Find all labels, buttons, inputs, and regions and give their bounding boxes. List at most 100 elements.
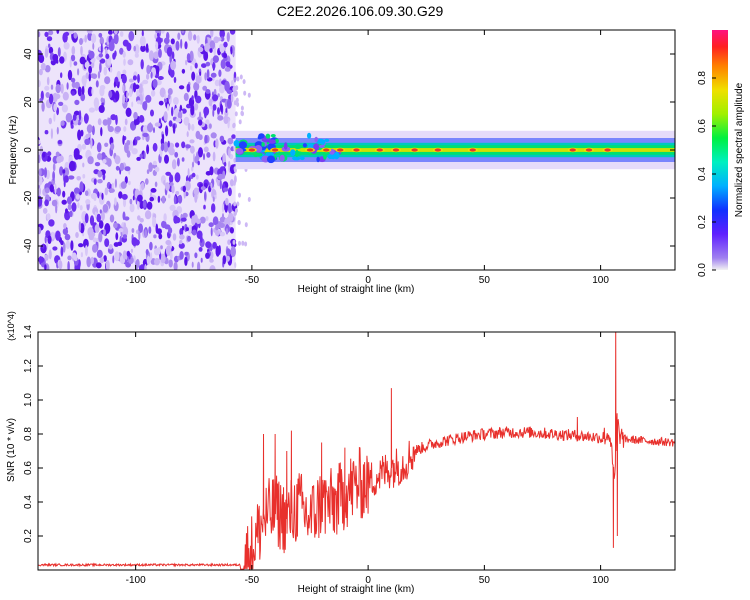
noise-speckle: [49, 184, 54, 193]
noise-speckle: [230, 246, 236, 258]
noise-speckle: [204, 72, 207, 81]
noise-speckle: [179, 234, 185, 240]
noise-speckle: [124, 166, 131, 172]
noise-speckle: [91, 73, 98, 79]
noise-speckle: [224, 217, 231, 228]
noise-speckle: [177, 32, 181, 40]
noise-speckle: [196, 230, 203, 239]
noise-speckle: [160, 143, 165, 152]
noise-speckle: [126, 250, 131, 257]
noise-speckle: [230, 80, 234, 88]
noise-speckle: [52, 246, 58, 251]
noise-speckle: [208, 123, 212, 129]
snr-frame: [37, 331, 676, 571]
noise-speckle: [97, 71, 101, 79]
noise-speckle: [240, 110, 244, 116]
bottom-x-ticks: -100 -50 0 50 100: [126, 332, 609, 586]
noise-speckle: [218, 222, 225, 228]
noise-speckle: [114, 90, 120, 102]
noise-speckle: [103, 255, 107, 262]
noise-speckle: [56, 126, 59, 135]
noise-speckle: [143, 200, 147, 209]
noise-speckle: [224, 110, 229, 117]
noise-speckle: [225, 197, 229, 206]
noise-speckle: [78, 221, 82, 233]
noise-speckle: [196, 35, 200, 44]
noise-speckle: [218, 245, 221, 255]
noise-speckle: [147, 122, 154, 133]
noise-speckle: [113, 222, 118, 229]
noise-speckle: [190, 65, 193, 71]
noise-speckle: [139, 264, 146, 270]
noise-speckle: [236, 201, 240, 207]
noise-speckle: [94, 224, 100, 233]
noise-speckle: [130, 248, 133, 253]
noise-speckle: [100, 97, 104, 103]
noise-speckle: [210, 72, 217, 78]
noise-speckle: [220, 103, 223, 113]
noise-speckle: [191, 123, 195, 132]
noise-speckle: [84, 245, 88, 257]
top-y-tick-label: -20: [23, 190, 34, 205]
noise-speckle: [55, 84, 61, 94]
noise-speckle: [113, 33, 119, 45]
noise-speckle: [92, 244, 98, 253]
noise-speckle: [212, 55, 219, 63]
noise-speckle: [41, 101, 45, 112]
ridge-turbulence: [266, 155, 276, 164]
ridge-hot-spot: [392, 148, 400, 152]
noise-speckle: [85, 133, 91, 139]
snr-background: [38, 332, 675, 570]
ridge-hot-spot: [376, 148, 383, 152]
noise-speckle: [91, 125, 95, 136]
colorbar-label: Normalized spectral amplitude: [734, 82, 745, 217]
noise-speckle: [61, 104, 68, 113]
noise-speckle: [232, 86, 236, 92]
noise-speckle: [86, 60, 89, 68]
noise-speckle: [191, 172, 196, 178]
noise-speckle: [110, 114, 117, 121]
noise-speckle: [97, 118, 102, 126]
snr-series-line: [38, 332, 675, 570]
noise-speckle: [219, 231, 226, 237]
ridge-hot-spot: [411, 148, 418, 152]
noise-speckle: [91, 33, 97, 44]
noise-speckle: [38, 195, 43, 207]
noise-speckle: [190, 104, 195, 116]
bottom-x-tick-label: 50: [479, 575, 491, 586]
noise-speckle: [244, 241, 248, 247]
noise-speckle: [69, 58, 72, 68]
noise-speckle: [218, 69, 222, 77]
noise-speckle: [90, 138, 93, 149]
noise-speckle: [78, 110, 82, 121]
noise-speckle: [114, 50, 117, 57]
noise-speckle: [66, 196, 73, 205]
noise-speckle: [48, 219, 55, 227]
noise-speckle: [38, 168, 42, 177]
noise-speckle: [129, 203, 135, 213]
noise-speckle: [210, 182, 213, 189]
noise-speckle: [247, 197, 251, 202]
noise-speckle: [153, 51, 159, 60]
noise-speckle: [90, 256, 95, 265]
snr-multiplier-label: (x10^4): [6, 311, 16, 341]
ridge-hot-spot: [271, 148, 279, 152]
noise-speckle: [209, 48, 213, 53]
noise-speckle: [100, 210, 105, 221]
noise-speckle: [72, 113, 77, 121]
noise-speckle: [105, 260, 110, 270]
noise-speckle: [74, 99, 80, 106]
noise-speckle: [223, 115, 229, 124]
noise-speckle: [100, 127, 103, 137]
noise-speckle: [68, 175, 75, 180]
noise-speckle: [38, 68, 43, 76]
noise-speckle: [60, 83, 64, 94]
noise-speckle: [209, 258, 214, 263]
noise-speckle: [137, 194, 143, 202]
noise-speckle: [232, 180, 236, 186]
noise-speckle: [226, 32, 230, 42]
noise-speckle: [38, 154, 41, 164]
noise-speckle: [61, 199, 67, 205]
noise-speckle: [93, 178, 97, 185]
